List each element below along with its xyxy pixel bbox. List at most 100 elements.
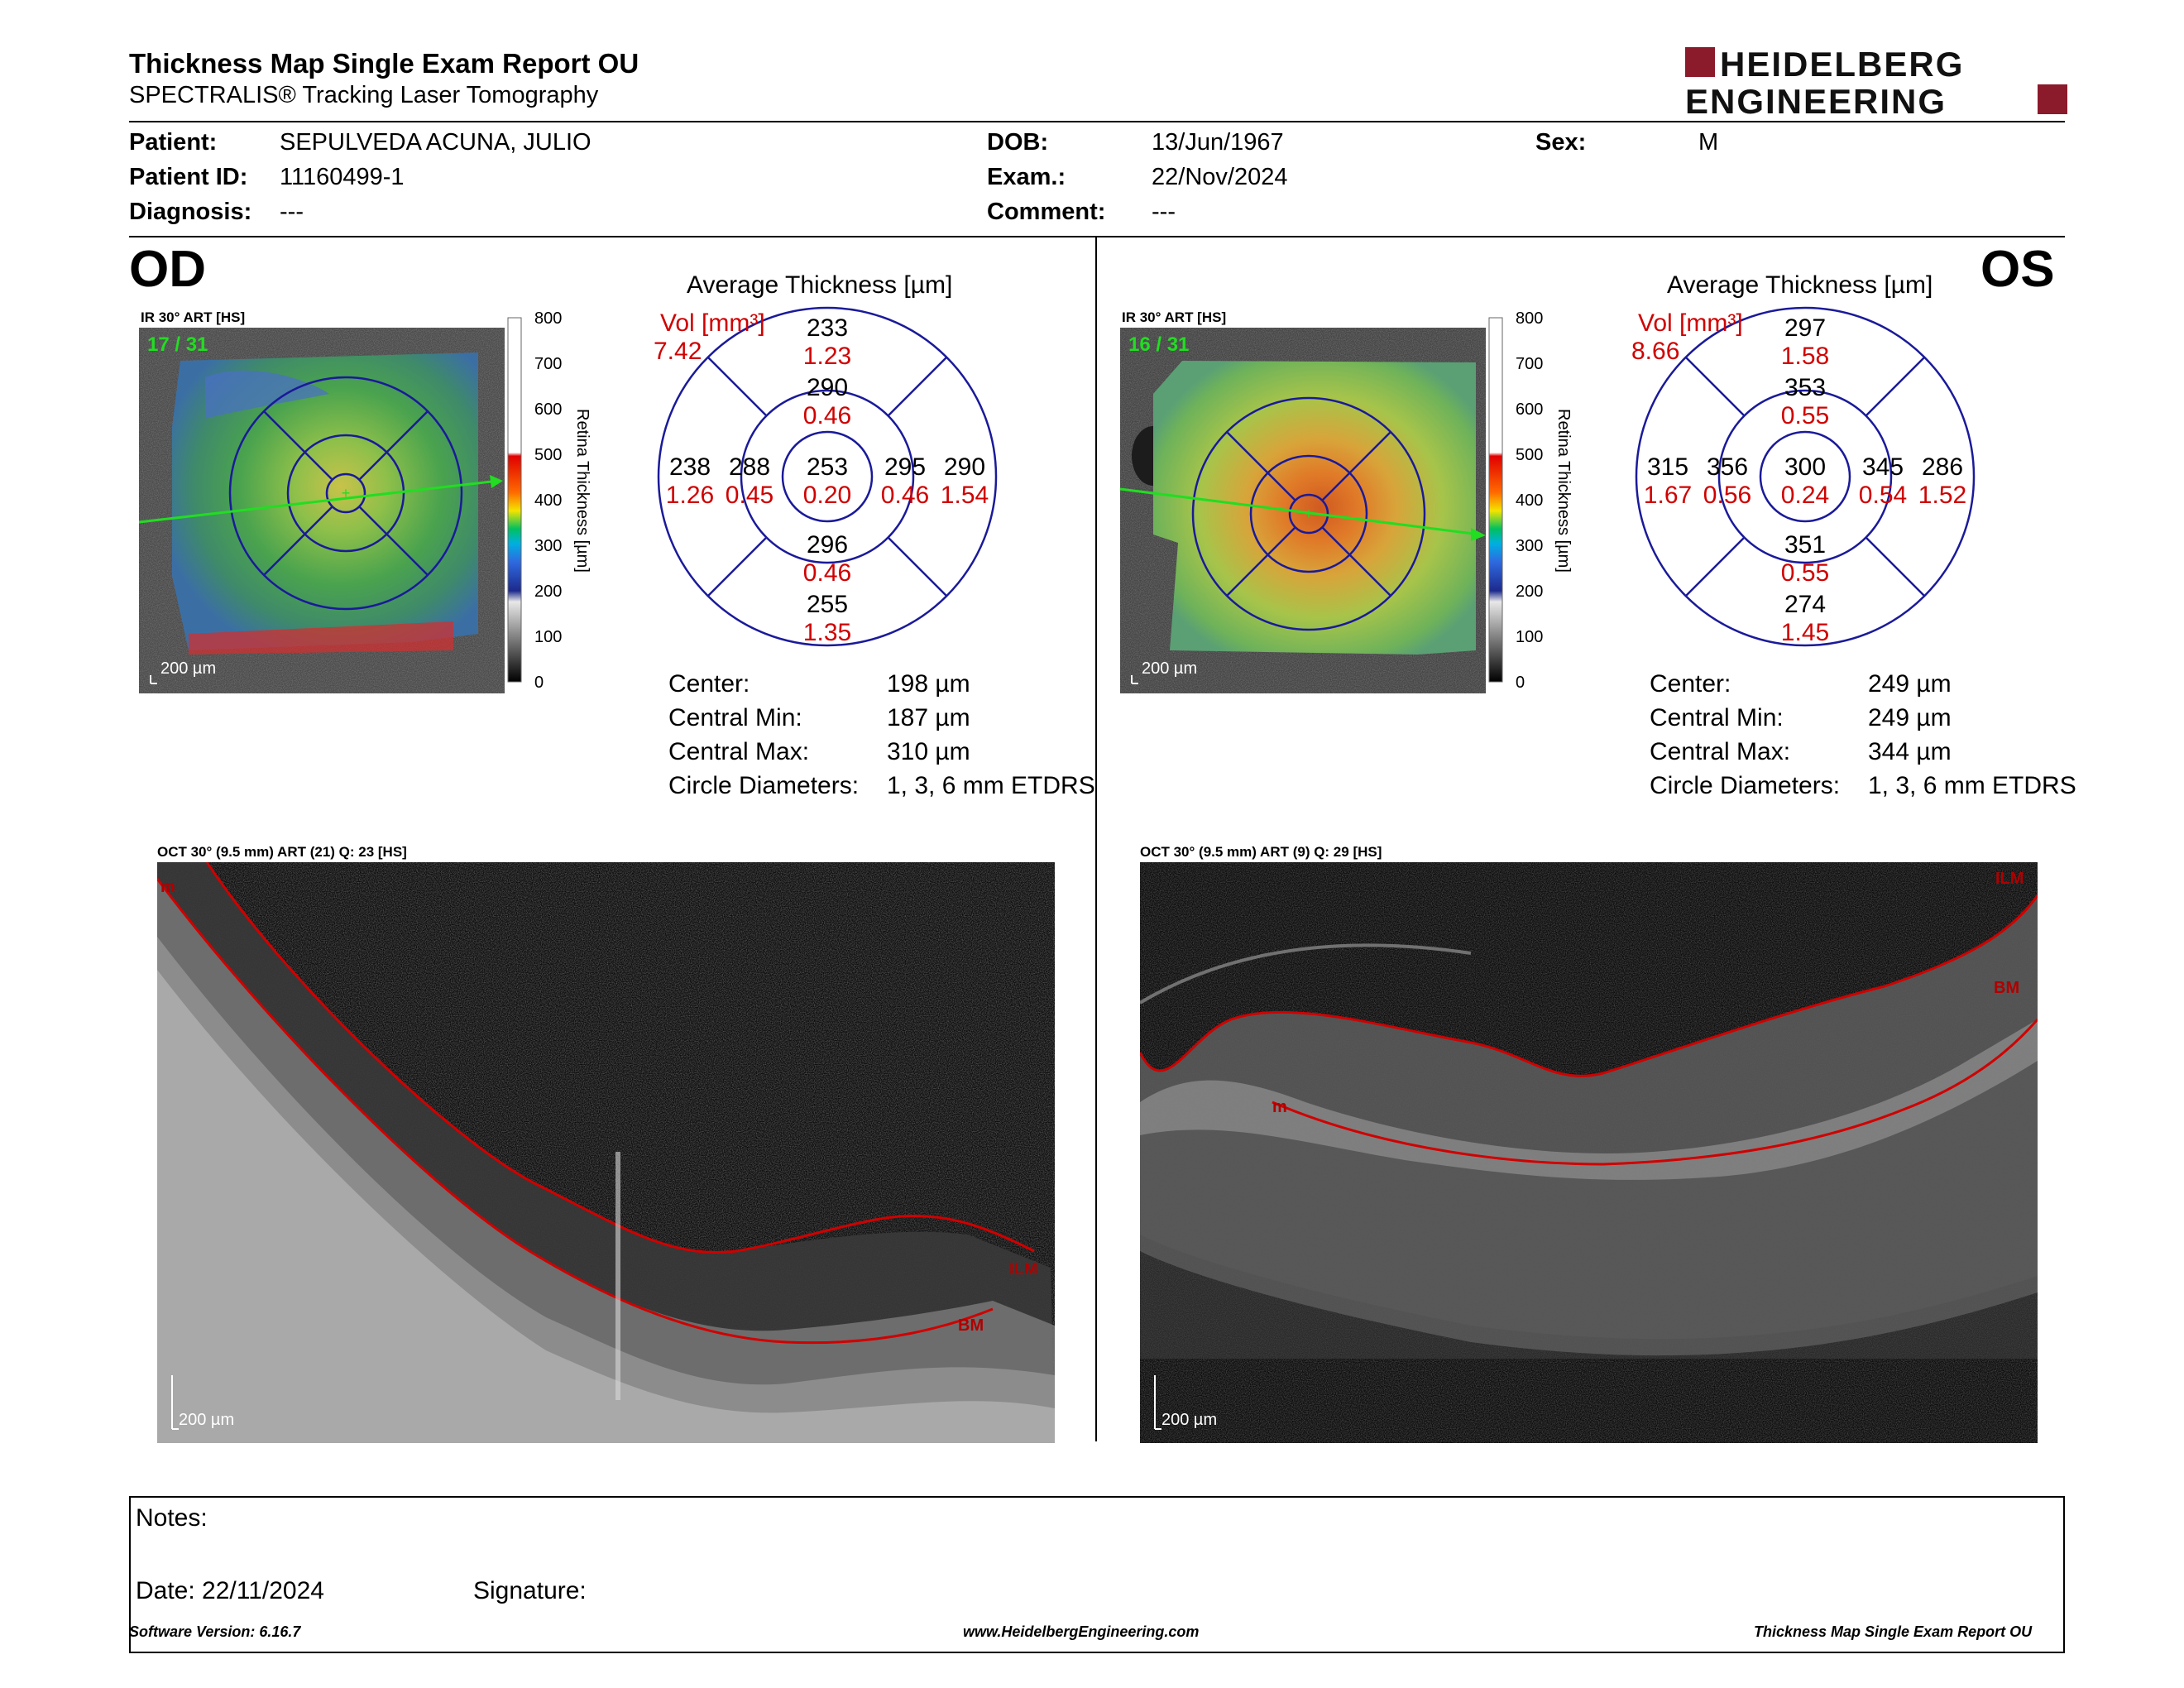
- od-outer-inf-thickness: 255: [807, 591, 848, 618]
- os-outer-right-thickness: 286: [1922, 453, 1963, 481]
- patient-name: SEPULVEDA ACUNA, JULIO: [280, 129, 592, 156]
- os-outer-left-volume: 1.67: [1644, 482, 1692, 509]
- os-tick-100: 100: [1516, 628, 1543, 646]
- od-tick-200: 200: [534, 583, 562, 601]
- od-inner-right-thickness: 295: [884, 453, 926, 481]
- od-tick-400: 400: [534, 492, 562, 510]
- os-tick-600: 600: [1516, 400, 1543, 419]
- os-center-volume: 0.24: [1781, 482, 1829, 509]
- od-tick-300: 300: [534, 537, 562, 555]
- logo-line2: ENGINEERING: [1685, 82, 1947, 117]
- od-tick-600: 600: [534, 400, 562, 419]
- os-inner-sup-thickness: 353: [1784, 374, 1826, 401]
- notes-box[interactable]: Notes: Date: 22/11/2024 Signature:: [129, 1496, 2065, 1653]
- os-outer-sup-volume: 1.58: [1781, 343, 1829, 370]
- exam-value: 22/Nov/2024: [1152, 164, 1288, 190]
- os-inner-right-thickness: 345: [1862, 453, 1904, 481]
- od-frame-count: 17 / 31: [147, 333, 208, 356]
- od-inner-sup-volume: 0.46: [803, 402, 851, 429]
- od-vol-label: Vol [mm³]: [660, 309, 765, 337]
- logo-square-top: [1685, 47, 1715, 77]
- od-colorbar: 800 700 600 500 400 300 200 100 0 Retina…: [507, 309, 592, 692]
- od-vol-value: 7.42: [654, 338, 702, 365]
- logo-square-bottom: [2038, 84, 2067, 114]
- os-inner-inf-thickness: 351: [1784, 531, 1826, 559]
- os-inner-right-volume: 0.54: [1859, 482, 1907, 509]
- comment-label: Comment:: [987, 199, 1106, 225]
- patient-id-label: Patient ID:: [129, 164, 248, 190]
- logo-line1: HEIDELBERG: [1720, 46, 1964, 84]
- od-colorbar-label: Retina Thickness [µm]: [573, 409, 592, 573]
- signature-label: Signature:: [473, 1577, 587, 1604]
- od-etdrs-title: Average Thickness [µm]: [687, 271, 953, 299]
- os-tick-500: 500: [1516, 446, 1543, 464]
- os-tick-400: 400: [1516, 492, 1543, 510]
- od-etdrs-chart: Vol [mm³] 7.42 233 1.23 290 0.46 253 0.2…: [654, 306, 998, 647]
- os-tick-300: 300: [1516, 537, 1543, 555]
- dob-value: 13/Jun/1967: [1152, 129, 1284, 156]
- os-scan-line: [1120, 487, 1481, 536]
- od-inner-left-volume: 0.45: [726, 482, 774, 509]
- footer-website[interactable]: www.HeidelbergEngineering.com: [963, 1623, 1200, 1640]
- patient-label: Patient:: [129, 129, 218, 156]
- center-divider: [1095, 237, 1097, 1441]
- os-colorbar-label: Retina Thickness [µm]: [1554, 409, 1573, 573]
- od-tick-500: 500: [534, 446, 562, 464]
- os-circle-diam-label: Circle Diameters:: [1650, 772, 1841, 799]
- od-outer-right-volume: 1.54: [941, 482, 989, 509]
- od-inner-right-volume: 0.46: [881, 482, 929, 509]
- os-color-overlay: [1153, 361, 1476, 655]
- os-outer-sup-thickness: 297: [1784, 314, 1826, 342]
- od-central-max-value: 310 µm: [887, 738, 970, 765]
- od-outer-left-thickness: 238: [669, 453, 711, 481]
- heidelberg-logo: HEIDELBERG ENGINEERING: [1685, 46, 2067, 117]
- od-eye-label: OD: [129, 241, 206, 298]
- os-center-thickness: 300: [1784, 453, 1826, 481]
- footer-software-version: Software Version: 6.16.7: [129, 1623, 301, 1640]
- os-outer-left-thickness: 315: [1647, 453, 1688, 481]
- od-colorbar-ticks: 800 700 600 500 400 300 200 100 0: [534, 309, 562, 692]
- comment-value: ---: [1152, 199, 1176, 225]
- od-center-value: 198 µm: [887, 670, 970, 698]
- report-title: Thickness Map Single Exam Report OU: [129, 48, 639, 79]
- os-inner-left-volume: 0.56: [1703, 482, 1751, 509]
- os-tick-700: 700: [1516, 355, 1543, 373]
- od-circle-diam-value: 1, 3, 6 mm ETDRS: [887, 772, 1095, 799]
- os-central-min-label: Central Min:: [1650, 704, 1784, 731]
- od-center-thickness: 253: [807, 453, 848, 481]
- patient-id-value: 11160499-1: [280, 164, 405, 190]
- od-inner-sup-thickness: 290: [807, 374, 848, 401]
- od-outer-sup-thickness: 233: [807, 314, 848, 342]
- os-bm-line: [1272, 1019, 2038, 1166]
- sex-value: M: [1698, 129, 1719, 156]
- os-inner-left-thickness: 356: [1707, 453, 1748, 481]
- os-ilm-line: [1140, 894, 2038, 1077]
- exam-label: Exam.:: [987, 164, 1066, 190]
- os-ilm-label: ILM: [1995, 870, 2024, 888]
- notes-date: Date: 22/11/2024: [136, 1577, 324, 1604]
- sex-label: Sex:: [1535, 129, 1587, 156]
- od-ir-caption: IR 30° ART [HS]: [141, 309, 246, 325]
- od-etdrs-grid-overlay: [228, 376, 463, 611]
- od-center-label: Center:: [668, 670, 750, 698]
- os-m-label: m: [1272, 1098, 1287, 1116]
- os-oct-caption: OCT 30° (9.5 mm) ART (9) Q: 29 [HS]: [1140, 844, 1382, 860]
- os-etdrs-chart: Vol [mm³] 8.66 297 1.58 353 0.55 300 0.2…: [1631, 306, 1976, 647]
- od-tick-700: 700: [534, 355, 562, 373]
- dob-label: DOB:: [987, 129, 1049, 156]
- od-bm-label: BM: [958, 1316, 984, 1335]
- svg-text:+: +: [1305, 506, 1314, 522]
- os-oct-bscan: m ILM BM 200 µm: [1140, 862, 2038, 1443]
- os-outer-inf-thickness: 274: [1784, 591, 1826, 618]
- notes-label: Notes:: [136, 1504, 208, 1532]
- od-oct-bscan: m ILM BM 200 µm: [157, 862, 1055, 1443]
- od-inner-left-thickness: 288: [729, 453, 770, 481]
- os-frame-count: 16 / 31: [1128, 333, 1189, 356]
- os-tick-200: 200: [1516, 583, 1543, 601]
- os-inner-sup-volume: 0.55: [1781, 402, 1829, 429]
- od-oct-scale: 200 µm: [179, 1411, 234, 1429]
- os-map-scale: 200 µm: [1142, 659, 1197, 678]
- footer-report-name: Thickness Map Single Exam Report OU: [1754, 1623, 2033, 1640]
- header-divider: [129, 121, 2065, 122]
- os-bm-label: BM: [1994, 979, 2019, 997]
